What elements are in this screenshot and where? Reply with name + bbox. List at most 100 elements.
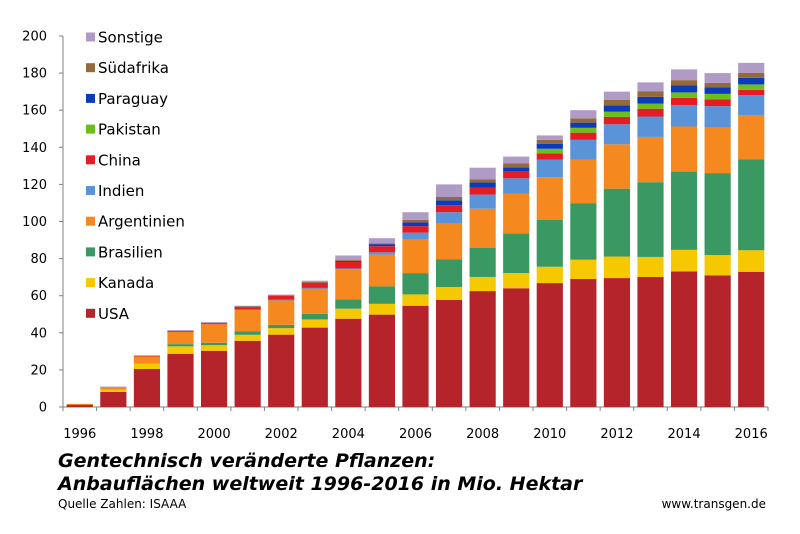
y-tick-label: 80: [30, 252, 47, 267]
bar-segment: [536, 159, 563, 178]
bar-segment: [435, 212, 463, 224]
bar-segment: [200, 345, 228, 351]
bar-segment: [704, 255, 731, 276]
bar-segment: [435, 286, 463, 300]
bar-segment: [570, 203, 597, 260]
bar-segment: [435, 200, 463, 206]
bar-segment: [335, 308, 362, 319]
bar-segment: [603, 111, 631, 117]
bar-segment: [167, 344, 194, 347]
legend-swatch: [86, 32, 95, 42]
bar-segment: [167, 330, 194, 331]
bar-segment: [503, 273, 530, 289]
bar-segment: [603, 144, 631, 189]
bar-segment: [536, 283, 563, 407]
bar-segment: [402, 232, 429, 240]
bar-segment: [536, 266, 563, 284]
bar-segment: [603, 99, 631, 106]
bar-segment: [670, 69, 698, 81]
bar-segment: [738, 94, 765, 116]
x-tick-label: 2012: [600, 427, 633, 442]
bar-segment: [66, 404, 93, 407]
bar-segment: [402, 305, 429, 407]
bar-segment: [670, 249, 698, 272]
bar-segment: [368, 286, 396, 304]
bar-segment: [704, 82, 731, 88]
x-tick-label: 2006: [399, 427, 432, 442]
bar-segment: [100, 391, 127, 407]
bar-segment: [435, 259, 463, 287]
bar-segment: [301, 281, 328, 283]
legend-label: Brasilien: [98, 243, 163, 261]
bar-segment: [704, 87, 731, 94]
bar-segment: [637, 116, 664, 137]
bar-segment: [536, 219, 563, 267]
x-tick-label: 2014: [668, 427, 701, 442]
bar-segment: [536, 139, 563, 144]
bar-segment: [704, 99, 731, 107]
bar-segment: [402, 273, 429, 295]
bar-segment: [503, 171, 530, 179]
bar-segment: [268, 299, 295, 301]
bar-segment: [670, 85, 698, 93]
bar-segment: [570, 279, 597, 407]
legend-label: China: [98, 151, 141, 169]
x-tick-label: 2004: [332, 427, 365, 442]
legend-swatch: [86, 93, 95, 103]
bar-segment: [234, 306, 261, 308]
bar-segment: [603, 278, 631, 407]
bar-segment: [570, 127, 597, 133]
bar-segment: [234, 309, 261, 332]
bar-segment: [704, 173, 731, 256]
bar-segment: [570, 132, 597, 140]
bar-segment: [469, 167, 496, 180]
bar-segment: [670, 105, 698, 127]
bar-segment: [738, 271, 765, 407]
site-url: www.transgen.de: [661, 497, 766, 511]
bar-segment: [469, 179, 496, 183]
bar-segment: [738, 72, 765, 78]
bar-segment: [66, 403, 93, 405]
bar-segment: [368, 303, 396, 315]
bar-segment: [200, 342, 228, 346]
legend-swatch: [86, 155, 95, 165]
x-tick-label: 2008: [466, 427, 499, 442]
bar-segment: [301, 287, 328, 289]
bar-segment: [503, 167, 530, 172]
legend-swatch: [86, 308, 95, 318]
legend-label: Kanada: [98, 274, 154, 292]
bar-segment: [670, 271, 698, 407]
bar-segment: [570, 139, 597, 160]
bar-segment: [469, 182, 496, 188]
bar-segment: [637, 276, 664, 407]
bar-segment: [368, 243, 396, 245]
bar-segment: [670, 126, 698, 172]
legend-label: Südafrika: [98, 59, 169, 77]
bar-segment: [469, 194, 496, 209]
bar-segment: [704, 93, 731, 100]
bar-segment: [435, 197, 463, 201]
bar-segment: [133, 368, 161, 407]
bar-segment: [536, 143, 563, 149]
bar-segment: [368, 244, 396, 247]
bar-segment: [268, 299, 295, 325]
bar-segment: [200, 350, 228, 407]
bar-segment: [738, 89, 765, 95]
bar-segment: [738, 62, 765, 73]
bar-segment: [603, 124, 631, 145]
bar-segment: [670, 80, 698, 86]
bar-segment: [335, 255, 362, 261]
bar-segment: [301, 280, 328, 282]
bar-segment: [503, 193, 530, 234]
bar-segment: [536, 177, 563, 220]
bar-segment: [637, 182, 664, 257]
bar-segment: [570, 122, 597, 128]
bar-segment: [335, 318, 362, 407]
bar-segment: [738, 84, 765, 90]
bar-segment: [536, 153, 563, 160]
bar-segment: [200, 324, 228, 343]
bar-segment: [167, 353, 194, 407]
bar-segment: [167, 330, 194, 332]
bar-segment: [200, 323, 228, 325]
bar-segment: [234, 306, 261, 310]
